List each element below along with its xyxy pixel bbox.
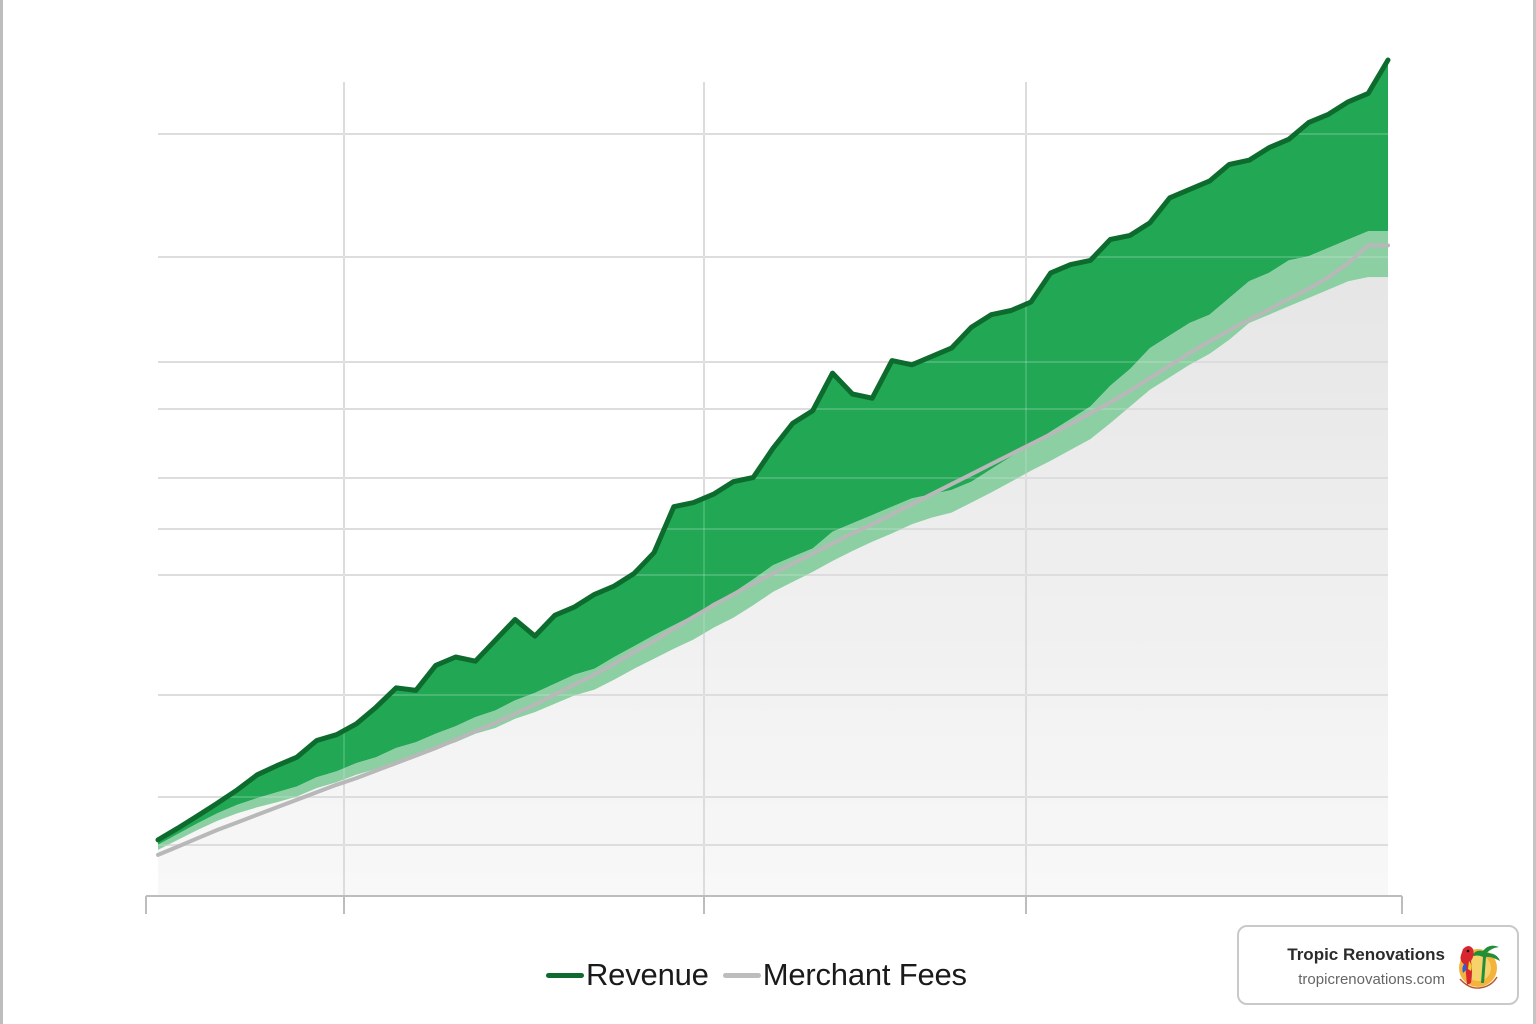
legend-swatch-merchant-fees (722, 972, 761, 978)
brand-watermark-card: Tropic Renovations tropicrenovations.com (1237, 925, 1519, 1005)
chart-legend: Revenue Merchant Fees (546, 955, 967, 995)
legend-label-revenue: Revenue (586, 957, 709, 992)
merchant-fees-fill (158, 277, 1388, 896)
x-axis (145, 895, 1403, 914)
merchant-fees-line (156, 243, 1390, 857)
legend-label-merchant-fees: Merchant Fees (762, 957, 967, 992)
brand-name: Tropic Renovations (1287, 945, 1445, 964)
revenue-line (155, 57, 1391, 843)
right-border (1533, 0, 1536, 1024)
legend-swatch-revenue (546, 972, 584, 978)
parrot-palm-tree-logo-icon (1459, 945, 1500, 989)
revenue-band (158, 231, 1388, 850)
brand-url: tropicrenovations.com (1298, 971, 1445, 988)
gridlines-overlay (158, 82, 1388, 912)
left-border (0, 0, 3, 1024)
legend-item-merchant-fees: Merchant Fees (722, 957, 967, 993)
legend-item-revenue: Revenue (546, 957, 709, 993)
